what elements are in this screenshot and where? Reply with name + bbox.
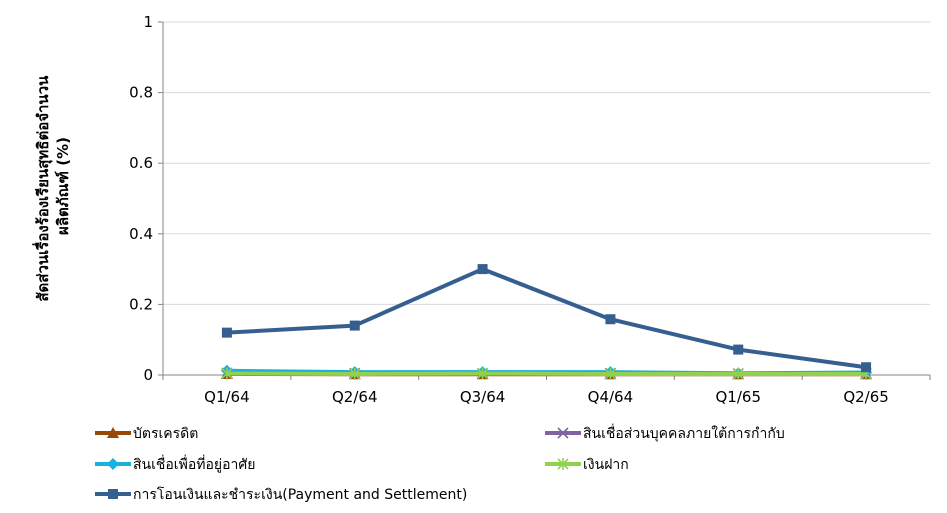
data-point xyxy=(349,320,360,331)
x-tick-label: Q3/64 xyxy=(460,388,506,406)
legend-marker xyxy=(108,489,118,499)
legend-item: บัตรเครดิต xyxy=(95,426,198,442)
y-tick-label: 0.4 xyxy=(129,225,153,243)
legend-marker xyxy=(107,427,119,438)
axes xyxy=(158,21,931,380)
x-tick-label: Q2/64 xyxy=(332,388,378,406)
data-point xyxy=(605,314,616,325)
data-point xyxy=(733,344,744,355)
x-tick-label: Q1/65 xyxy=(716,388,762,406)
data-point xyxy=(477,264,488,275)
legend-label: สินเชื่อส่วนบุคคลภายใต้การกำกับ xyxy=(583,424,785,442)
legend-marker xyxy=(557,458,569,470)
gridlines xyxy=(163,21,930,305)
y-tick-label: 0.8 xyxy=(129,84,153,102)
data-point xyxy=(221,327,232,338)
legend-label: เงินฝาก xyxy=(583,457,629,473)
series-4 xyxy=(221,367,872,380)
data-point xyxy=(221,367,233,380)
data-point xyxy=(349,367,361,380)
y-tick-label: 0.6 xyxy=(129,154,153,172)
x-tick-label: Q4/64 xyxy=(588,388,634,406)
y-tick-label: 0.2 xyxy=(129,295,153,313)
series-5 xyxy=(221,264,872,373)
legend-item: สินเชื่อส่วนบุคคลภายใต้การกำกับ xyxy=(545,424,785,442)
x-tick-labels: Q1/64 Q2/64 Q3/64 Q4/64 Q1/65 Q2/65 xyxy=(204,388,889,406)
legend-marker xyxy=(557,427,569,439)
y-tick-labels: 0 0.2 0.4 0.6 0.8 1 xyxy=(129,13,153,384)
legend-label: สินเชื่อเพื่อที่อยู่อาศัย xyxy=(133,455,255,473)
y-tick-label: 1 xyxy=(143,13,153,31)
legend-item: สินเชื่อเพื่อที่อยู่อาศัย xyxy=(95,455,255,473)
data-point xyxy=(604,367,616,380)
series-line xyxy=(226,267,867,370)
data-point xyxy=(477,367,489,380)
legend: บัตรเครดิต สินเชื่อส่วนบุคคลภายใต้การกำกั… xyxy=(95,424,785,503)
legend-marker xyxy=(107,458,119,470)
y-axis-title-line-2: ผลิตภัณฑ์ (%) xyxy=(54,137,72,235)
data-point xyxy=(861,362,872,373)
x-tick-label: Q1/64 xyxy=(204,388,250,406)
x-tick-label: Q2/65 xyxy=(843,388,889,406)
legend-label: การโอนเงินและชำระเงิน(Payment and Settle… xyxy=(133,486,467,503)
legend-item: เงินฝาก xyxy=(545,457,629,473)
y-axis-title: สัดส่วนเรื่องร้องเรียนสุทธิต่อจำนวน ผลิต… xyxy=(32,70,72,301)
data-point xyxy=(732,367,744,380)
legend-label: บัตรเครดิต xyxy=(133,426,198,442)
legend-item: การโอนเงินและชำระเงิน(Payment and Settle… xyxy=(95,486,467,503)
series-lines xyxy=(220,264,873,380)
y-tick-label: 0 xyxy=(143,366,153,384)
y-axis-title-line-1: สัดส่วนเรื่องร้องเรียนสุทธิต่อจำนวน xyxy=(32,75,53,302)
